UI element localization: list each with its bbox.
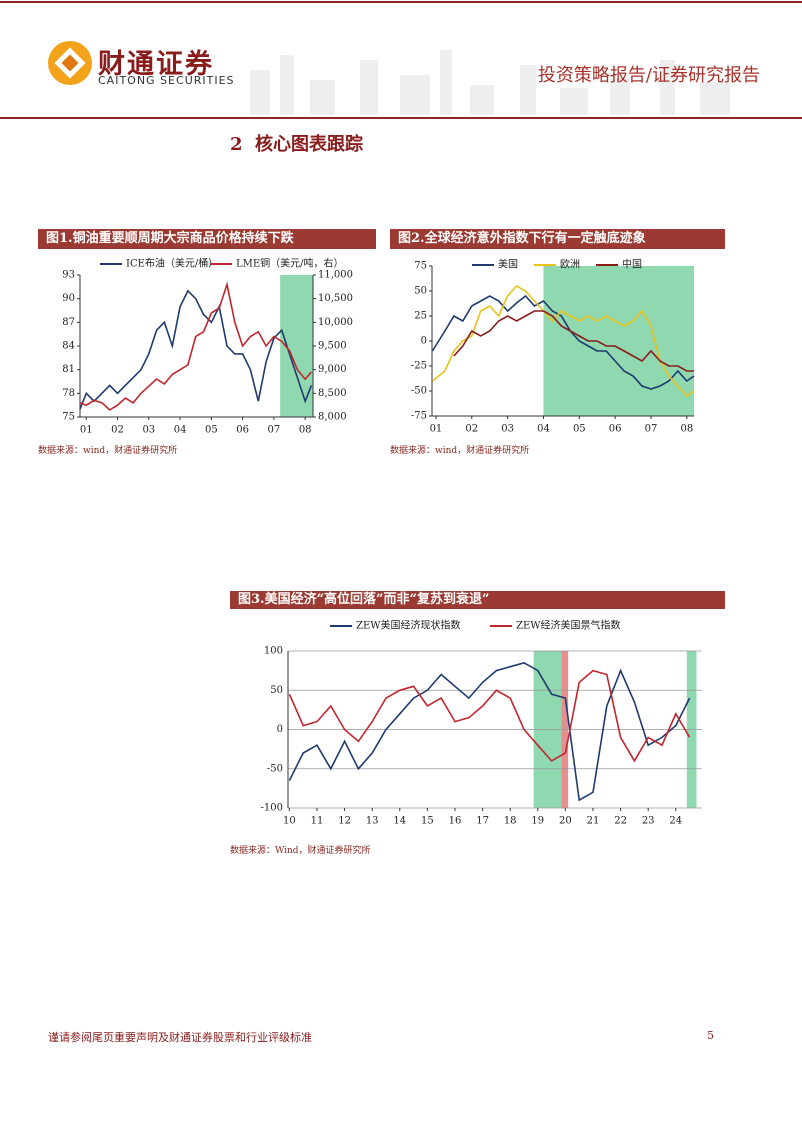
- chart-source: 数据来源：Wind，财通证券研究所: [230, 846, 371, 856]
- y-tick-label: 75: [62, 412, 75, 423]
- company-name-en: CAITONG SECURITIES: [98, 74, 235, 87]
- x-tick-label: 03: [142, 425, 155, 436]
- y-tick-label: 78: [62, 388, 75, 399]
- x-tick-label: 02: [465, 424, 478, 435]
- y-tick-label: 81: [62, 364, 75, 375]
- x-tick-label: 11: [311, 816, 324, 827]
- y2-tick-label: 10,500: [318, 293, 353, 304]
- y2-tick-label: 9,000: [318, 364, 347, 375]
- x-tick-label: 10: [283, 816, 296, 827]
- x-tick-label: 05: [573, 424, 586, 435]
- y-tick-label: 100: [264, 646, 283, 657]
- shaded-period: [543, 266, 694, 416]
- y-tick-label: -50: [267, 763, 283, 774]
- y-tick-label: 87: [62, 317, 75, 328]
- company-name: 财通证券: [98, 49, 214, 80]
- y2-tick-label: 8,000: [318, 412, 347, 423]
- series-line: [288, 661, 691, 802]
- y-tick-label: 93: [62, 270, 75, 281]
- x-tick-label: 06: [609, 424, 622, 435]
- y-tick-label: 75: [414, 261, 427, 272]
- series-line: [79, 281, 313, 411]
- x-tick-label: 13: [366, 816, 379, 827]
- chart-title: 图1.铜油重要顺周期大宗商品价格持续下跌: [38, 229, 376, 249]
- legend-label: ZEW美国经济现状指数: [356, 619, 461, 632]
- series-line: [288, 669, 691, 763]
- x-tick-label: 03: [501, 424, 514, 435]
- x-tick-label: 20: [559, 816, 572, 827]
- x-tick-label: 01: [430, 424, 443, 435]
- disclaimer: 谨请参阅尾页重要声明及财通证券股票和行业评级标准: [48, 1031, 312, 1044]
- y-tick-label: -75: [411, 411, 427, 422]
- y2-tick-label: 11,000: [318, 270, 353, 281]
- chart-source: 数据来源：wind，财通证券研究所: [390, 446, 530, 456]
- y-tick-label: -25: [411, 361, 427, 372]
- x-tick-label: 08: [680, 424, 693, 435]
- x-tick-label: 15: [421, 816, 434, 827]
- legend-label: 欧洲: [560, 259, 580, 271]
- y2-tick-label: 10,000: [318, 317, 353, 328]
- x-tick-label: 07: [268, 425, 281, 436]
- y-tick-label: 84: [62, 341, 75, 352]
- y-tick-label: 90: [62, 293, 75, 304]
- legend-label: 中国: [622, 258, 642, 271]
- legend-label: 美国: [498, 258, 518, 271]
- y2-tick-label: 9,500: [318, 341, 347, 352]
- y-tick-label: -100: [261, 803, 283, 814]
- x-tick-label: 08: [299, 425, 312, 436]
- series-line: [453, 310, 694, 372]
- x-tick-label: 01: [80, 425, 93, 436]
- x-tick-label: 04: [537, 424, 550, 435]
- x-tick-label: 18: [504, 816, 517, 827]
- x-tick-label: 21: [587, 816, 600, 827]
- x-tick-label: 07: [645, 424, 658, 435]
- x-tick-label: 19: [531, 816, 544, 827]
- y2-tick-label: 8,500: [318, 388, 347, 399]
- x-tick-label: 04: [174, 425, 187, 436]
- x-tick-label: 24: [669, 816, 682, 827]
- legend-label: ICE布油（美元/桶）: [126, 257, 218, 270]
- page-number: 5: [707, 1029, 714, 1042]
- legend-label: LME铜（美元/吨，右）: [236, 257, 344, 270]
- x-tick-label: 02: [111, 425, 124, 436]
- chart-title: 图3.美国经济“高位回落”而非“复苏到衰退”: [230, 591, 725, 609]
- x-tick-label: 14: [393, 816, 406, 827]
- x-tick-label: 05: [205, 425, 218, 436]
- x-tick-label: 12: [338, 816, 351, 827]
- y-tick-label: 50: [270, 685, 283, 696]
- chart-source: 数据来源：wind，财通证券研究所: [38, 446, 178, 456]
- series-line: [79, 289, 313, 410]
- x-tick-label: 22: [614, 816, 627, 827]
- x-tick-label: 16: [449, 816, 462, 827]
- x-tick-label: 06: [236, 425, 249, 436]
- series-line: [431, 284, 695, 398]
- y-tick-label: 50: [414, 286, 427, 297]
- y-tick-label: 0: [421, 336, 427, 347]
- section-title: 2 核心图表跟踪: [230, 134, 364, 155]
- x-tick-label: 23: [642, 816, 655, 827]
- series-line: [431, 294, 695, 390]
- legend-label: ZEW经济美国景气指数: [516, 619, 621, 632]
- report-type: 投资策略报告/证券研究报告: [537, 65, 760, 86]
- chart-title: 图2.全球经济意外指数下行有一定触底迹象: [390, 229, 725, 249]
- y-tick-label: 0: [277, 724, 283, 735]
- y-tick-label: 25: [414, 311, 427, 322]
- x-tick-label: 17: [476, 816, 489, 827]
- y-tick-label: -50: [411, 386, 427, 397]
